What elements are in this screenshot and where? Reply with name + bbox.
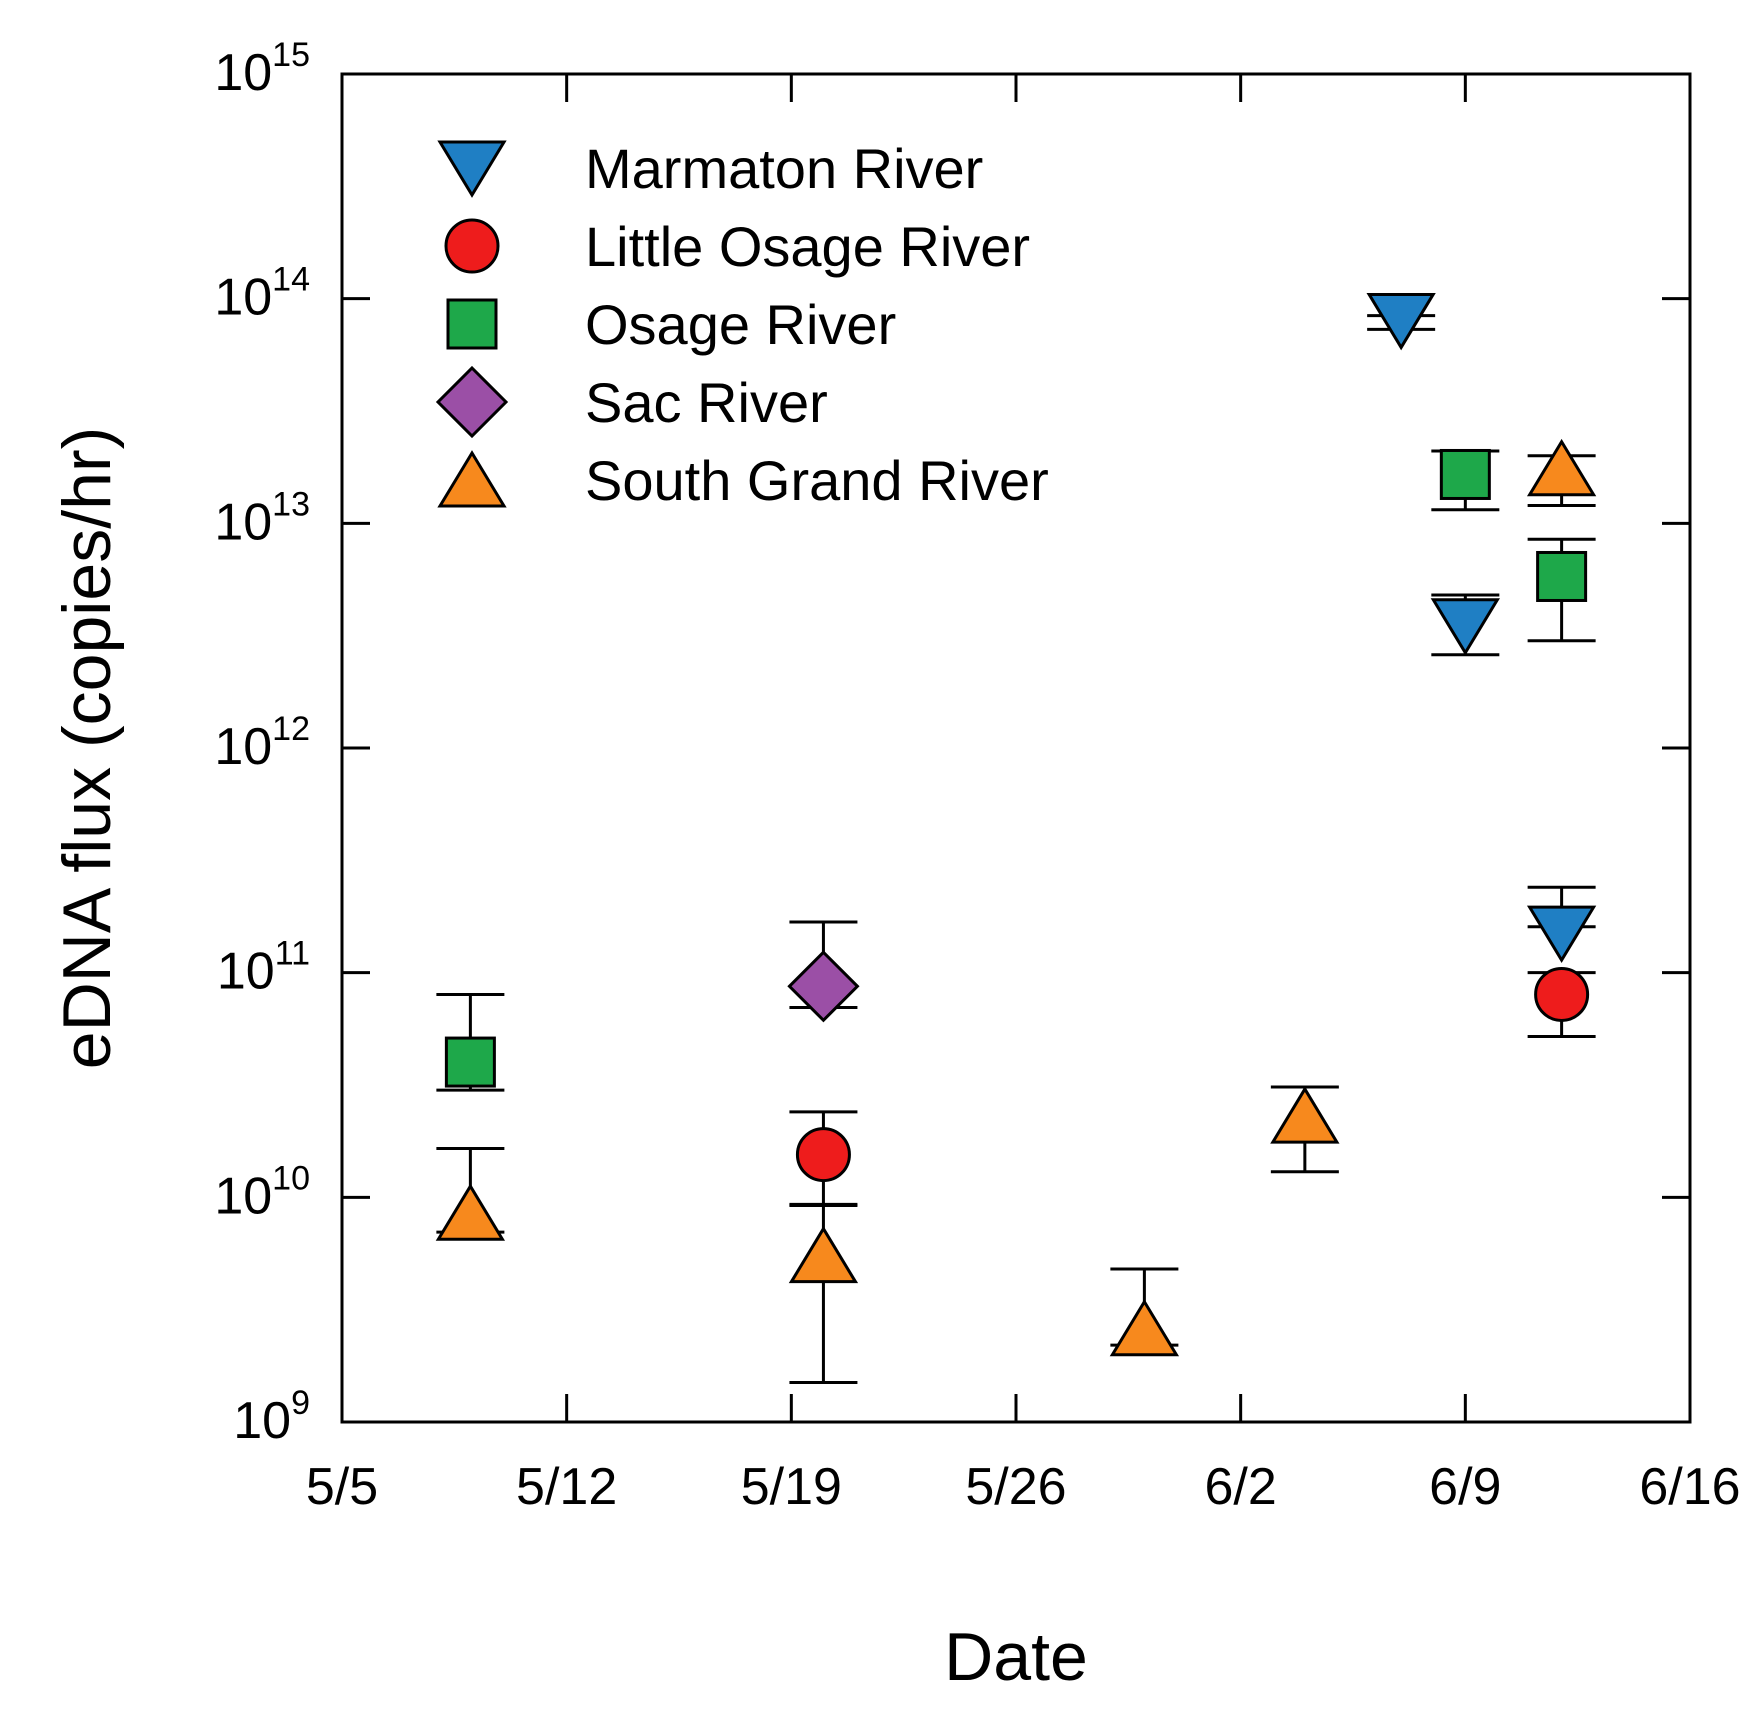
south-grand-river-point: [1270, 1086, 1340, 1144]
x-tick-label: 5/5: [306, 1458, 378, 1516]
y-tick-label: 1014: [214, 261, 310, 327]
y-tick-label: 1011: [217, 935, 310, 1001]
y-tick-label: 1013: [214, 485, 310, 551]
x-axis-title: Date: [944, 1619, 1088, 1695]
little-osage-river-point: [795, 1127, 851, 1183]
x-tick-label: 5/12: [516, 1458, 617, 1516]
y-tick-exponent: 10: [272, 1159, 310, 1197]
south-grand-river-point: [435, 1183, 506, 1241]
y-tick-label: 1010: [214, 1159, 310, 1225]
south-grand-river-point: [1109, 1298, 1180, 1357]
marmaton-river-point: [1430, 598, 1500, 656]
marmaton-river-point: [1366, 292, 1436, 351]
x-tick-label: 5/19: [741, 1458, 842, 1516]
y-axis-title: eDNA flux (copies/hr): [49, 427, 125, 1069]
south-grand-river-point: [788, 1225, 859, 1284]
y-tick-base: 10: [214, 269, 272, 327]
y-tick-exponent: 9: [291, 1384, 310, 1422]
x-tick-label: 6/9: [1429, 1458, 1501, 1516]
legend-label-sac-river: Sac River: [585, 371, 828, 434]
legend-label-little-osage-river: Little Osage River: [585, 215, 1030, 278]
legend-label-marmaton-river: Marmaton River: [585, 137, 983, 200]
y-tick-base: 10: [233, 1392, 291, 1450]
legend-marker-osage-river: [446, 298, 498, 350]
plot-area-frame: [340, 72, 1692, 1424]
tick-layer: [342, 74, 1690, 1422]
y-tick-exponent: 14: [272, 261, 310, 299]
legend-marker-little-osage-river: [444, 218, 500, 274]
y-tick-exponent: 12: [272, 710, 310, 748]
x-tick-label: 6/16: [1639, 1458, 1740, 1516]
x-tick-label: 5/26: [965, 1458, 1066, 1516]
y-tick-label: 1015: [214, 36, 310, 102]
legend-marker-marmaton-river: [437, 140, 507, 198]
x-tick-label: 6/2: [1205, 1458, 1277, 1516]
y-tick-base: 10: [214, 44, 272, 102]
x-tick-labels: 5/5 5/12 5/19 5/26 6/2 6/9 6/16: [306, 1458, 1741, 1516]
marmaton-river-point: [1526, 905, 1597, 964]
y-tick-exponent: 11: [275, 935, 310, 973]
y-tick-label: 1012: [214, 710, 310, 776]
osage-river-point: [1536, 550, 1588, 602]
y-tick-base: 10: [217, 943, 275, 1001]
south-grand-river-point: [1526, 438, 1597, 497]
legend-marker-south-grand-river: [437, 450, 507, 508]
y-tick-base: 10: [214, 718, 272, 776]
legend: Marmaton River Little Osage River Osage Ri…: [435, 137, 1049, 512]
y-tick-exponent: 15: [272, 36, 310, 74]
y-tick-base: 10: [214, 493, 272, 551]
y-tick-exponent: 13: [272, 485, 310, 523]
legend-label-south-grand-river: South Grand River: [585, 449, 1049, 512]
y-tick-label: 109: [233, 1384, 310, 1450]
legend-label-osage-river: Osage River: [585, 293, 896, 356]
osage-river-point: [444, 1036, 496, 1088]
marker-layer: [435, 292, 1597, 1357]
legend-marker-sac-river: [435, 365, 509, 439]
y-tick-base: 10: [214, 1167, 272, 1225]
osage-river-point: [1439, 448, 1491, 500]
sac-river-point: [787, 950, 860, 1023]
little-osage-river-point: [1534, 966, 1590, 1022]
